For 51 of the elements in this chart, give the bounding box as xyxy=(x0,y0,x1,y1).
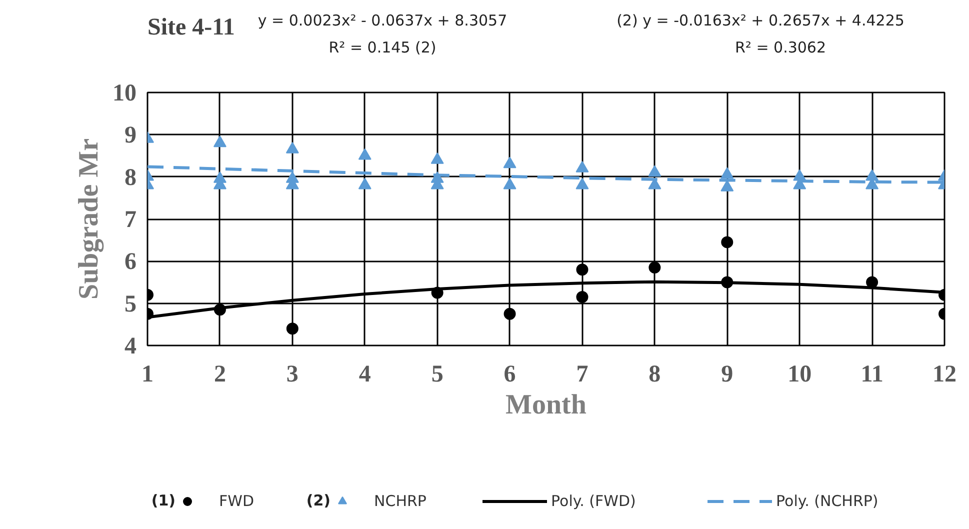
y-axis-title: Subgrade Mr xyxy=(74,138,104,300)
point xyxy=(358,148,372,160)
x-tick-label: 12 xyxy=(932,362,956,388)
x-tick-label: 1 xyxy=(142,362,154,388)
text: (2) y = -0.0163x² + 0.2657x + 4.4225 xyxy=(616,12,904,30)
point xyxy=(286,322,298,335)
point xyxy=(576,160,589,172)
legend-label: Poly. (FWD) xyxy=(551,492,636,510)
x-tick-label: 5 xyxy=(431,362,444,388)
text: (1) xyxy=(151,492,176,510)
x-tick-label: 10 xyxy=(788,362,812,388)
y-tick-label: 5 xyxy=(124,291,136,318)
legend-label: Poly. (NCHRP) xyxy=(776,492,878,510)
x-tick-label: 3 xyxy=(286,362,298,388)
x-tick-label: 7 xyxy=(576,362,588,388)
point xyxy=(503,178,516,190)
x-tick-label: 11 xyxy=(860,362,884,388)
x-tick-label: 4 xyxy=(358,362,371,388)
x-axis-title: Month xyxy=(506,390,587,420)
y-tick-label: 7 xyxy=(124,207,136,233)
x-tick-label: 9 xyxy=(721,362,734,388)
text: (2) xyxy=(306,492,331,510)
chart-title: Site 4-11 xyxy=(148,14,235,40)
text: y = 0.0023x² - 0.0637x + 8.3057 xyxy=(258,12,508,30)
point xyxy=(286,142,299,154)
x-tick-label: 6 xyxy=(504,362,516,388)
x-tick-label: 2 xyxy=(214,362,226,388)
text: R² = 0.3062 xyxy=(734,38,826,56)
point xyxy=(430,152,444,164)
y-tick-label: 9 xyxy=(124,122,136,149)
y-tick-label: 4 xyxy=(124,334,136,360)
point xyxy=(576,291,588,303)
point xyxy=(504,308,516,320)
text: R² = 0.145 (2) xyxy=(328,38,436,56)
point xyxy=(648,165,662,177)
point xyxy=(720,167,734,179)
point xyxy=(720,180,734,192)
y-tick-label: 10 xyxy=(112,80,136,106)
x-tick-label: 8 xyxy=(648,362,661,388)
point xyxy=(503,156,516,168)
point xyxy=(213,136,226,148)
point xyxy=(721,236,734,248)
point xyxy=(576,264,588,276)
y-tick-label: 8 xyxy=(124,164,136,191)
point xyxy=(576,178,589,190)
legend-label: FWD xyxy=(219,492,254,510)
point xyxy=(648,262,661,274)
y-tick-label: 6 xyxy=(124,249,136,276)
legend-label: NCHRP xyxy=(374,492,426,510)
point xyxy=(866,169,879,181)
point xyxy=(358,178,372,190)
